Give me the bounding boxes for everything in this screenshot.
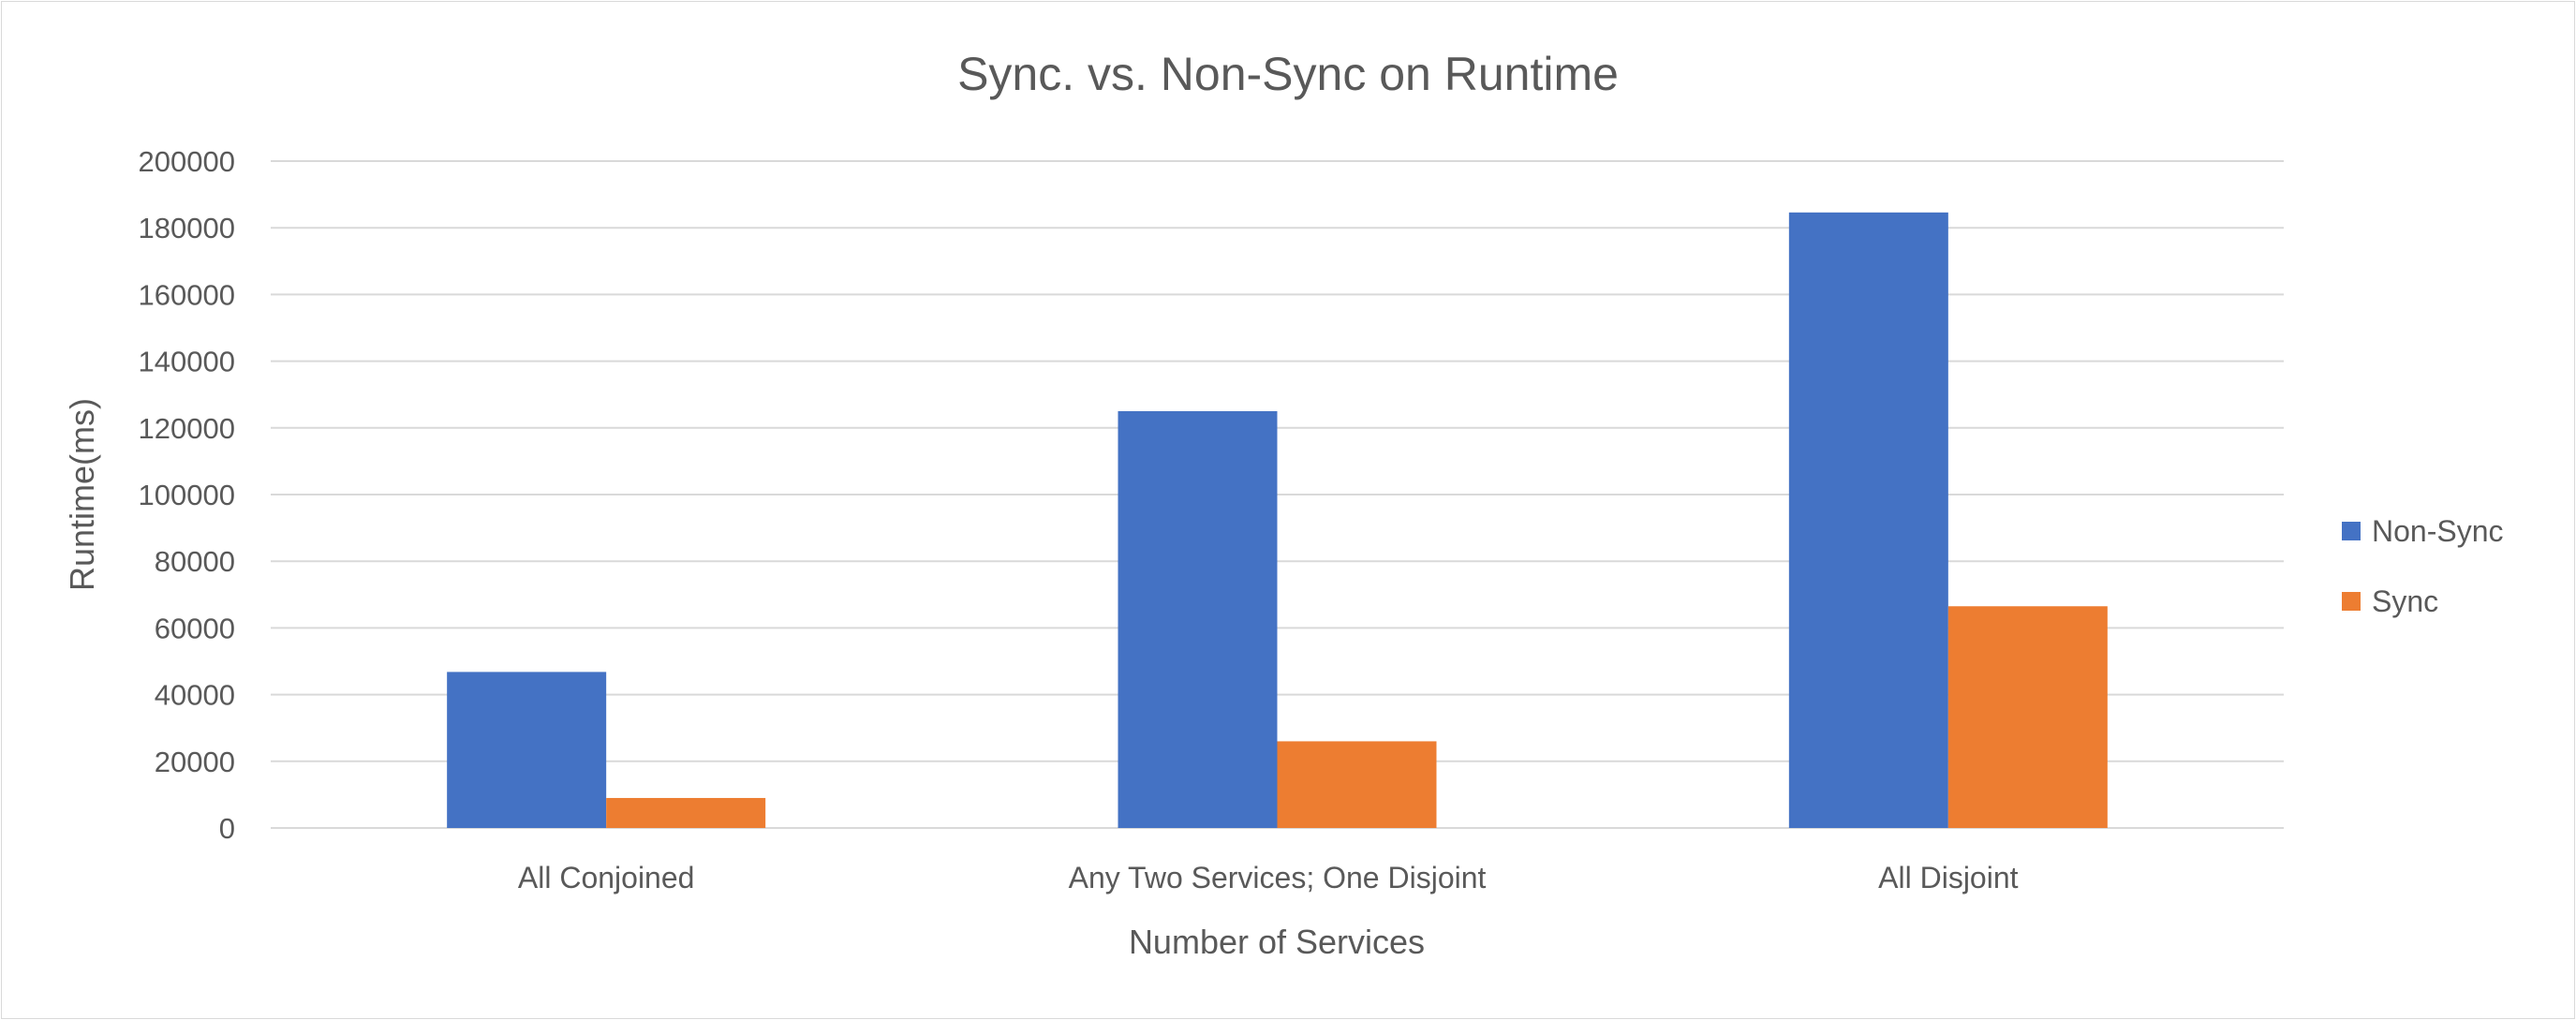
x-tick-label: All Disjoint [1878, 861, 2018, 894]
y-tick-label: 120000 [139, 412, 235, 445]
chart-title: Sync. vs. Non-Sync on Runtime [957, 48, 1619, 100]
y-tick-label: 0 [219, 812, 235, 845]
y-tick-label: 160000 [139, 278, 235, 311]
x-axis-title: Number of Services [1129, 923, 1425, 961]
y-tick-label: 40000 [155, 679, 235, 712]
bar-sync-3 [1947, 606, 2108, 828]
legend-label: Sync [2372, 584, 2438, 618]
x-tick-label: All Conjoined [518, 861, 695, 894]
y-tick-label: 140000 [139, 346, 235, 378]
legend: Non-Sync Sync [2342, 514, 2504, 618]
y-axis-title: Runtime(ms) [63, 398, 101, 591]
y-tick-label: 60000 [155, 612, 235, 644]
y-tick-label: 180000 [139, 212, 235, 244]
bar-non-sync-3 [1788, 212, 1948, 829]
bars [447, 212, 2108, 829]
x-tick-labels: All Conjoined Any Two Services; One Disjo… [518, 861, 2019, 894]
bar-non-sync-1 [447, 672, 607, 828]
legend-swatch-non-sync [2342, 522, 2361, 540]
x-tick-label: Any Two Services; One Disjoint [1069, 861, 1487, 894]
legend-swatch-sync [2342, 592, 2361, 611]
bar-sync-2 [1277, 741, 1437, 828]
legend-label: Non-Sync [2372, 514, 2504, 548]
y-tick-labels: 0 20000 40000 60000 80000 100000 120000 140000 1… [139, 145, 235, 845]
y-tick-label: 200000 [139, 145, 235, 178]
bar-sync-1 [606, 797, 766, 828]
y-tick-label: 80000 [155, 545, 235, 578]
bar-non-sync-2 [1118, 411, 1278, 828]
y-tick-label: 20000 [155, 746, 235, 778]
y-tick-label: 100000 [139, 479, 235, 511]
